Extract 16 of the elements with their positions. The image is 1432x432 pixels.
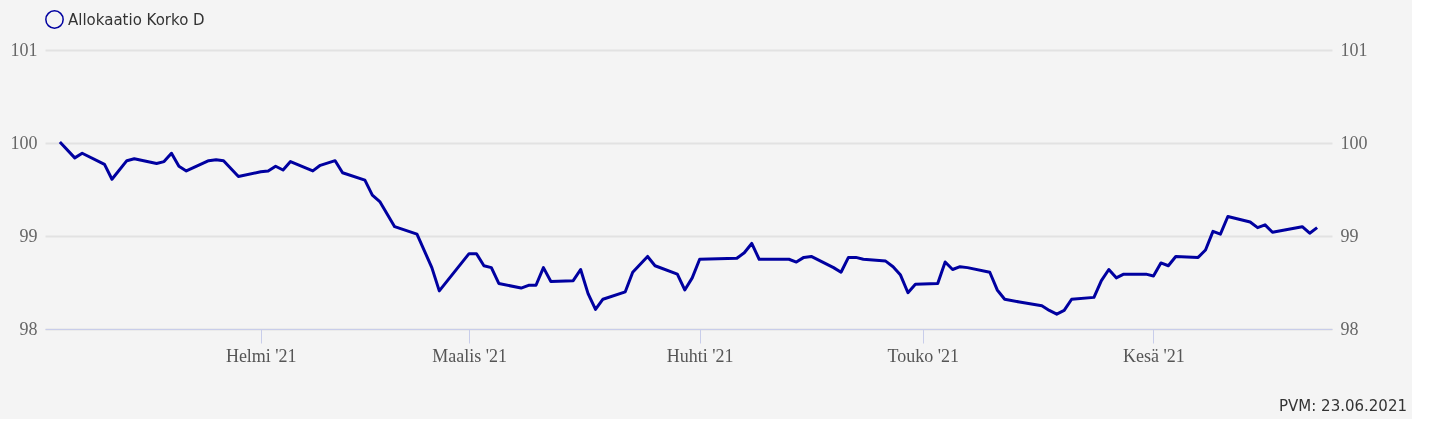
x-tick-label: Huhti '21 <box>666 345 734 366</box>
y-tick-label: 100 <box>10 132 38 153</box>
legend-label: Allokaatio Korko D <box>68 10 205 29</box>
x-tick-label: Touko '21 <box>887 345 960 366</box>
x-tick-label: Maalis '21 <box>432 345 507 366</box>
x-tick-label: Kesä '21 <box>1123 345 1185 366</box>
x-tick-label: Helmi '21 <box>225 345 297 366</box>
line-series <box>58 140 1319 316</box>
y2-tick-label: 100 <box>1340 132 1368 153</box>
text: PVM: 23.06.2021 <box>1279 397 1407 415</box>
y2-tick-label: 99 <box>1340 225 1359 246</box>
y2-tick-label: 98 <box>1340 318 1359 339</box>
y-tick-label: 98 <box>19 318 38 339</box>
y2-tick-label: 101 <box>1340 39 1368 60</box>
y-tick-label: 101 <box>10 39 38 60</box>
y-tick-label: 99 <box>19 225 38 246</box>
